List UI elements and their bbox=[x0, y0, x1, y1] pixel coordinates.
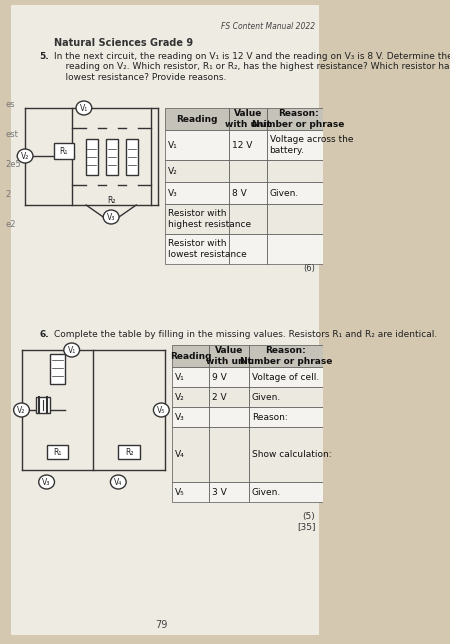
Text: V₄: V₄ bbox=[175, 450, 184, 459]
Text: 2 V: 2 V bbox=[212, 392, 227, 401]
Ellipse shape bbox=[110, 475, 126, 489]
Text: Value
with unit: Value with unit bbox=[206, 346, 252, 366]
Text: Given.: Given. bbox=[252, 392, 281, 401]
Bar bbox=[165, 160, 230, 182]
Text: es: es bbox=[6, 100, 15, 109]
Bar bbox=[172, 387, 209, 407]
Text: 5.: 5. bbox=[40, 52, 49, 61]
Text: R₂: R₂ bbox=[107, 196, 115, 205]
Text: V₃: V₃ bbox=[175, 413, 184, 422]
Bar bbox=[50, 354, 64, 384]
Text: Voltage across the
battery.: Voltage across the battery. bbox=[270, 135, 353, 155]
Text: Reason:
Number or phrase: Reason: Number or phrase bbox=[252, 109, 344, 129]
Bar bbox=[172, 345, 209, 367]
Bar bbox=[54, 143, 74, 159]
Bar bbox=[126, 138, 138, 175]
Bar bbox=[267, 130, 330, 160]
Text: Given.: Given. bbox=[270, 189, 299, 198]
Ellipse shape bbox=[76, 101, 92, 115]
Bar bbox=[267, 160, 330, 182]
Bar bbox=[209, 367, 249, 387]
Bar bbox=[172, 427, 209, 482]
Text: V₂: V₂ bbox=[17, 406, 26, 415]
Bar bbox=[249, 367, 323, 387]
Text: Resistor with
lowest resistance: Resistor with lowest resistance bbox=[168, 240, 247, 259]
Bar bbox=[230, 160, 267, 182]
Text: e2: e2 bbox=[6, 220, 16, 229]
Bar bbox=[209, 387, 249, 407]
Bar bbox=[172, 407, 209, 427]
Ellipse shape bbox=[17, 149, 33, 163]
Text: Show calculation:: Show calculation: bbox=[252, 450, 331, 459]
Text: Reason:: Reason: bbox=[252, 413, 288, 422]
Bar bbox=[267, 234, 330, 264]
Bar bbox=[118, 445, 140, 459]
Bar bbox=[209, 345, 249, 367]
Text: V₁: V₁ bbox=[168, 140, 177, 149]
Text: 8 V: 8 V bbox=[232, 189, 247, 198]
Bar bbox=[165, 204, 230, 234]
Bar bbox=[230, 234, 267, 264]
Text: V₂: V₂ bbox=[168, 167, 177, 176]
Text: V₁: V₁ bbox=[68, 345, 76, 354]
Bar bbox=[267, 182, 330, 204]
Bar bbox=[106, 138, 117, 175]
Text: V₃: V₃ bbox=[107, 213, 115, 222]
Ellipse shape bbox=[153, 403, 169, 417]
Text: V₁: V₁ bbox=[175, 372, 184, 381]
Text: 12 V: 12 V bbox=[232, 140, 252, 149]
Text: In the next circuit, the reading on V₁ is 12 V and the reading on V₃ is 8 V. Det: In the next circuit, the reading on V₁ i… bbox=[54, 52, 450, 82]
Text: est: est bbox=[6, 130, 18, 139]
Bar bbox=[86, 138, 98, 175]
Text: 9 V: 9 V bbox=[212, 372, 227, 381]
Text: V₃: V₃ bbox=[168, 189, 177, 198]
Bar bbox=[230, 130, 267, 160]
Text: Complete the table by filling in the missing values. Resistors R₁ and R₂ are ide: Complete the table by filling in the mis… bbox=[54, 330, 437, 339]
Bar bbox=[47, 445, 68, 459]
Text: R₂: R₂ bbox=[125, 448, 133, 457]
Text: 2: 2 bbox=[6, 190, 11, 199]
Bar bbox=[209, 427, 249, 482]
Text: R₁: R₁ bbox=[53, 448, 62, 457]
Text: 3 V: 3 V bbox=[212, 488, 227, 497]
Text: 6.: 6. bbox=[40, 330, 49, 339]
Bar bbox=[249, 345, 323, 367]
Ellipse shape bbox=[103, 210, 119, 224]
Text: 79: 79 bbox=[155, 620, 167, 630]
Bar bbox=[249, 482, 323, 502]
Bar bbox=[249, 427, 323, 482]
Text: V₃: V₃ bbox=[42, 477, 51, 486]
Text: V₁: V₁ bbox=[80, 104, 88, 113]
Text: Reading: Reading bbox=[176, 115, 218, 124]
Text: V₂: V₂ bbox=[21, 151, 29, 160]
Bar bbox=[165, 108, 230, 130]
Text: (5)
[35]: (5) [35] bbox=[297, 512, 315, 531]
Bar bbox=[165, 182, 230, 204]
Text: Given.: Given. bbox=[252, 488, 281, 497]
Text: Voltage of cell.: Voltage of cell. bbox=[252, 372, 319, 381]
Bar bbox=[230, 108, 267, 130]
Bar bbox=[267, 204, 330, 234]
Bar bbox=[209, 407, 249, 427]
Text: V₅: V₅ bbox=[157, 406, 166, 415]
Bar bbox=[172, 482, 209, 502]
Ellipse shape bbox=[39, 475, 54, 489]
Text: Resistor with
highest resistance: Resistor with highest resistance bbox=[168, 209, 251, 229]
Text: Reason:
Number or phrase: Reason: Number or phrase bbox=[239, 346, 332, 366]
Text: (6): (6) bbox=[304, 264, 315, 273]
Text: V₅: V₅ bbox=[175, 488, 184, 497]
Bar bbox=[267, 108, 330, 130]
Text: 2e5: 2e5 bbox=[6, 160, 22, 169]
Ellipse shape bbox=[14, 403, 29, 417]
Text: V₄: V₄ bbox=[114, 477, 122, 486]
Bar bbox=[165, 234, 230, 264]
Ellipse shape bbox=[64, 343, 80, 357]
Bar bbox=[165, 130, 230, 160]
Bar bbox=[36, 397, 50, 413]
Text: FS Content Manual 2022: FS Content Manual 2022 bbox=[221, 22, 315, 31]
Bar bbox=[230, 182, 267, 204]
Text: Natural Sciences Grade 9: Natural Sciences Grade 9 bbox=[54, 38, 193, 48]
Text: R₁: R₁ bbox=[59, 146, 68, 155]
Bar bbox=[172, 367, 209, 387]
Text: V₂: V₂ bbox=[175, 392, 184, 401]
